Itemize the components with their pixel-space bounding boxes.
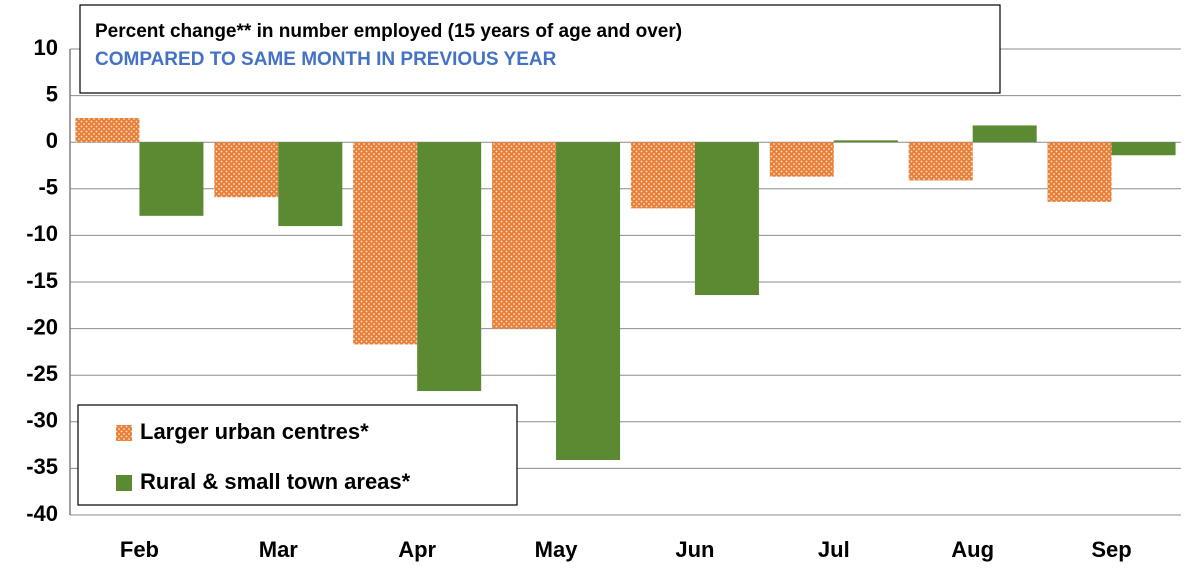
bar [908,142,973,181]
title-box [79,4,1001,94]
y-tick-label: -20 [26,314,58,339]
y-tick-label: 10 [34,35,58,60]
bar [1111,142,1176,156]
x-tick-label: Mar [259,537,299,562]
y-tick-label: 5 [46,81,58,106]
bar [278,142,343,227]
y-tick-label: -5 [38,175,58,200]
bar [556,142,621,461]
legend-swatch [116,475,132,491]
x-tick-label: Sep [1091,537,1131,562]
y-tick-label: -10 [26,221,58,246]
bar [769,142,834,177]
legend: Larger urban centres* Rural & small town … [77,404,518,506]
legend-label: Rural & small town areas* [140,469,411,494]
axes: 10 5 0 -5 -10 -15 -20 -25 -30 -35 -40 Feb Mar Apr May J… [26,35,1132,562]
bar [139,142,204,216]
bar [214,142,279,198]
y-tick-label: -15 [26,268,58,293]
bar [833,140,898,143]
bar [353,142,418,345]
bar [972,125,1037,143]
x-tick-label: Jun [675,537,714,562]
bar [417,142,482,392]
chart-subtitle: COMPARED TO SAME MONTH IN PREVIOUS YEAR [95,49,557,70]
y-tick-label: 0 [46,128,58,153]
bars [75,117,1176,461]
x-tick-label: Jul [818,537,850,562]
bar [492,142,557,329]
y-tick-label: -40 [26,501,58,526]
x-tick-label: May [535,537,579,562]
legend-swatch [116,425,132,441]
bar [630,142,695,209]
legend-label: Larger urban centres* [140,419,369,444]
bar [694,142,759,296]
x-tick-label: Aug [951,537,994,562]
y-tick-label: -35 [26,454,58,479]
bar [75,117,140,143]
chart-title: Percent change** in number employed (15 … [95,21,682,42]
y-tick-label: -30 [26,408,58,433]
x-tick-label: Apr [398,537,436,562]
y-tick-label: -25 [26,361,58,386]
x-tick-label: Feb [120,537,159,562]
bar [1047,142,1112,202]
legend-box [77,404,518,506]
